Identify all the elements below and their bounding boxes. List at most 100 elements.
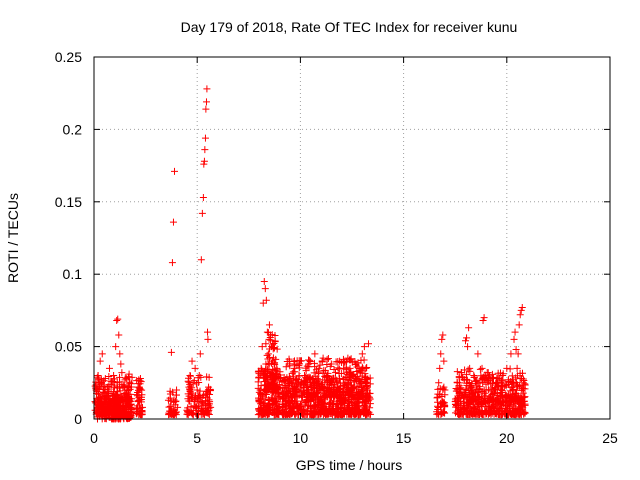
data-point [360,343,368,351]
data-point [301,372,309,380]
data-point [94,372,102,380]
data-point [270,397,278,405]
data-point [184,395,192,403]
data-point [317,386,325,394]
data-point [433,394,441,402]
data-point [194,411,202,419]
data-point [294,380,302,388]
data-point [207,403,215,411]
data-point [273,345,281,353]
data-point [120,382,128,390]
data-point [298,393,306,401]
data-point [294,379,302,387]
data-point [330,397,338,405]
data-point [186,372,194,380]
data-point [350,383,358,391]
data-point [517,384,525,392]
data-point [305,360,313,368]
data-point [474,379,482,387]
data-point [311,393,319,401]
data-point [263,328,271,336]
data-point [289,385,297,393]
data-point [346,398,354,406]
data-point [188,357,196,365]
data-point [366,380,374,388]
data-point [266,353,274,361]
data-point [266,404,274,412]
data-point [122,398,130,406]
data-point [293,375,301,383]
data-point [519,379,527,387]
data-point [518,369,526,377]
data-point [471,373,479,381]
data-point [184,377,192,385]
data-point [321,393,329,401]
data-point [506,365,514,373]
data-point [482,380,490,388]
data-point [362,391,370,399]
data-point [480,314,488,322]
data-point [459,393,467,401]
data-point [519,397,527,405]
data-point [290,403,298,411]
data-point [273,364,281,372]
data-point [119,383,127,391]
data-point [506,378,514,386]
data-point [487,384,495,392]
data-point [512,345,520,353]
data-point [511,403,519,411]
x-tick-label: 25 [602,430,618,446]
data-point [455,411,463,419]
data-point [334,386,342,394]
data-point [285,405,293,413]
data-point [323,408,331,416]
data-point [500,383,508,391]
data-point [451,398,459,406]
data-point [347,355,355,363]
data-point [323,372,331,380]
data-point [457,369,465,377]
data-point [353,377,361,385]
data-point [495,398,503,406]
data-point [105,364,113,372]
data-point [508,410,515,418]
data-point [117,360,125,368]
data-point [358,393,366,401]
data-point [306,403,314,411]
y-tick-label: 0 [74,411,82,427]
data-point [298,378,306,386]
data-point [361,401,369,409]
data-point [433,408,441,416]
data-point [516,406,524,414]
data-point [188,390,196,398]
data-point [120,393,128,401]
data-point [435,379,443,387]
data-point [347,369,355,377]
data-point [271,361,279,369]
data-point [126,390,134,398]
data-point [305,393,313,401]
data-point [517,306,525,314]
data-point [261,285,269,293]
y-tick-label: 0.15 [55,194,82,210]
data-point [278,378,286,386]
data-point [139,403,147,411]
data-point [115,398,123,406]
data-point [203,394,211,402]
data-point [343,357,351,365]
data-point [352,360,360,368]
data-point [520,393,528,401]
data-point [514,393,522,401]
data-point [124,402,132,410]
data-point [462,386,470,394]
data-point [438,335,446,343]
data-point [358,350,366,358]
data-point [342,379,350,387]
data-point [482,386,490,394]
data-point [191,402,199,410]
data-point [282,386,290,394]
data-point [438,410,446,418]
data-point [123,386,131,394]
data-point [125,370,133,378]
data-point [466,382,474,390]
